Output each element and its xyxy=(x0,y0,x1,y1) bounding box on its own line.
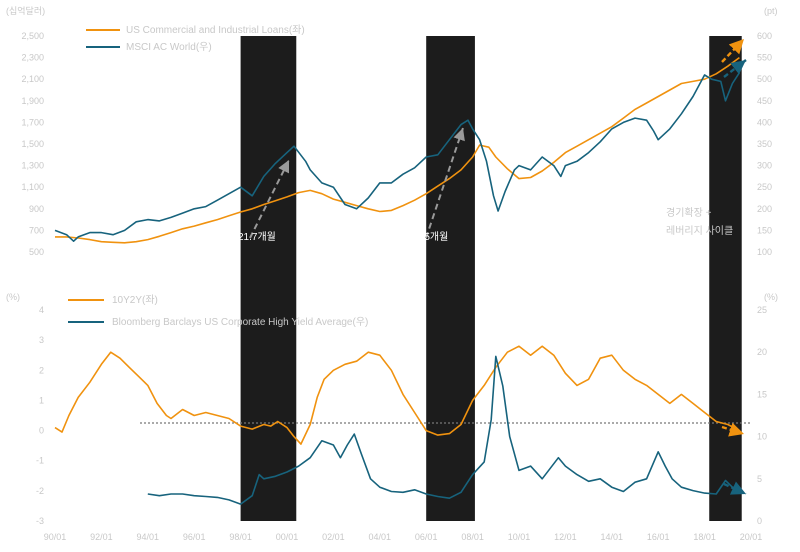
lead-arrow-1 xyxy=(249,159,290,239)
top-right-tick: 250 xyxy=(757,182,772,192)
top-legend: US Commercial and Industrial Loans(좌) MS… xyxy=(86,24,305,53)
bottom-left-tick: 4 xyxy=(39,305,44,315)
shaded-periods xyxy=(240,36,742,521)
top-left-tick: 1,300 xyxy=(21,161,44,171)
bottom-left-tick: -3 xyxy=(36,516,44,526)
bottom-left-axis: -3 -2 -1 0 1 2 3 4 xyxy=(36,305,44,526)
bottom-right-tick: 15 xyxy=(757,389,767,399)
series-line-blue xyxy=(147,355,740,505)
bottom-left-unit: (%) xyxy=(6,292,20,302)
bottom-right-axis: 0 5 10 15 20 25 xyxy=(757,305,767,526)
top-right-tick: 300 xyxy=(757,161,772,171)
annotation-lag-2: 6.5개월 xyxy=(416,231,448,243)
bottom-left-tick: 0 xyxy=(39,426,44,436)
shaded-band-2 xyxy=(426,36,475,521)
x-tick: 98/01 xyxy=(229,532,252,542)
legend-msci-label: MSCI AC World(우) xyxy=(126,41,212,53)
bottom-right-tick: 0 xyxy=(757,516,762,526)
bottom-series-lines xyxy=(54,345,740,505)
top-left-tick: 1,500 xyxy=(21,139,44,149)
bottom-right-unit: (%) xyxy=(764,292,778,302)
top-right-tick: 450 xyxy=(757,96,772,106)
x-tick: 12/01 xyxy=(554,532,577,542)
x-tick: 14/01 xyxy=(601,532,624,542)
top-left-unit: (십억달러) xyxy=(6,5,45,16)
top-left-tick: 1,700 xyxy=(21,117,44,127)
top-left-tick: 700 xyxy=(29,225,44,235)
x-tick: 92/01 xyxy=(90,532,113,542)
top-left-tick: 500 xyxy=(29,247,44,257)
top-right-axis: 100 150 200 250 300 350 400 450 500 550 600 xyxy=(757,31,772,257)
top-right-tick: 550 xyxy=(757,53,772,63)
legend-loans-label: US Commercial and Industrial Loans(좌) xyxy=(126,24,305,36)
top-left-axis: 500 700 900 1,100 1,300 1,500 1,700 1,900 2,100 2… xyxy=(21,31,44,257)
bottom-left-tick: -1 xyxy=(36,456,44,466)
top-left-tick: 2,100 xyxy=(21,74,44,84)
annotation-lag-1: 21.7개월 xyxy=(238,231,276,243)
top-right-tick: 100 xyxy=(757,247,772,257)
series-line-orange xyxy=(55,56,740,244)
top-right-tick: 500 xyxy=(757,74,772,84)
bottom-left-tick: 3 xyxy=(39,335,44,345)
legend-hy-label: Bloomberg Barclays US Corporate High Yie… xyxy=(112,316,368,328)
x-tick: 96/01 xyxy=(183,532,206,542)
top-left-tick: 1,100 xyxy=(21,182,44,192)
bottom-left-tick: -2 xyxy=(36,486,44,496)
bottom-left-tick: 2 xyxy=(39,365,44,375)
top-right-tick: 400 xyxy=(757,117,772,127)
top-series-lines xyxy=(54,56,741,244)
trend-arrow-hy xyxy=(723,481,747,496)
top-left-tick: 2,300 xyxy=(21,53,44,63)
x-axis: 90/01 92/01 94/01 96/01 98/01 00/01 02/01 04/01… xyxy=(44,532,763,542)
x-tick: 90/01 xyxy=(44,532,67,542)
bottom-right-tick: 10 xyxy=(757,432,767,442)
x-tick: 18/01 xyxy=(693,532,716,542)
bottom-right-tick: 20 xyxy=(757,347,767,357)
x-tick: 20/01 xyxy=(740,532,763,542)
series-line-orange xyxy=(54,345,740,445)
top-right-tick: 200 xyxy=(757,204,772,214)
top-left-tick: 1,900 xyxy=(21,96,44,106)
shaded-band-1 xyxy=(240,36,297,521)
x-tick: 04/01 xyxy=(369,532,392,542)
top-right-tick: 350 xyxy=(757,139,772,149)
trend-arrow-spread xyxy=(721,422,745,437)
trend-arrow-loans xyxy=(721,38,745,63)
x-tick: 08/01 xyxy=(461,532,484,542)
top-left-tick: 2,500 xyxy=(21,31,44,41)
top-right-tick: 150 xyxy=(757,225,772,235)
bottom-panel: (%) (%) -3 -2 -1 0 1 2 3 4 0 5 10 15 20 25 10Y2Y(좌) … xyxy=(6,292,778,526)
x-tick: 06/01 xyxy=(415,532,438,542)
bottom-legend: 10Y2Y(좌) Bloomberg Barclays US Corporate… xyxy=(68,294,368,328)
x-tick: 94/01 xyxy=(137,532,160,542)
x-tick: 02/01 xyxy=(322,532,345,542)
top-left-tick: 900 xyxy=(29,204,44,214)
trend-arrow-msci xyxy=(723,59,747,78)
top-panel: (십억달러) (pt) 500 700 900 1,100 1,300 1,500 1,70… xyxy=(6,5,778,257)
x-tick: 16/01 xyxy=(647,532,670,542)
shaded-band-3 xyxy=(709,36,742,521)
series-line-blue xyxy=(54,72,741,242)
side-note-line-1: 경기확장 + xyxy=(666,206,712,219)
x-tick: 00/01 xyxy=(276,532,299,542)
top-right-tick: 600 xyxy=(757,31,772,41)
bottom-right-tick: 25 xyxy=(757,305,767,315)
legend-spread-label: 10Y2Y(좌) xyxy=(112,294,158,306)
side-note-line-2: 레버리지 사이클 xyxy=(666,225,733,237)
bottom-left-tick: 1 xyxy=(39,395,44,405)
x-tick: 10/01 xyxy=(508,532,531,542)
top-right-unit: (pt) xyxy=(764,6,778,16)
bottom-right-tick: 5 xyxy=(757,474,762,484)
